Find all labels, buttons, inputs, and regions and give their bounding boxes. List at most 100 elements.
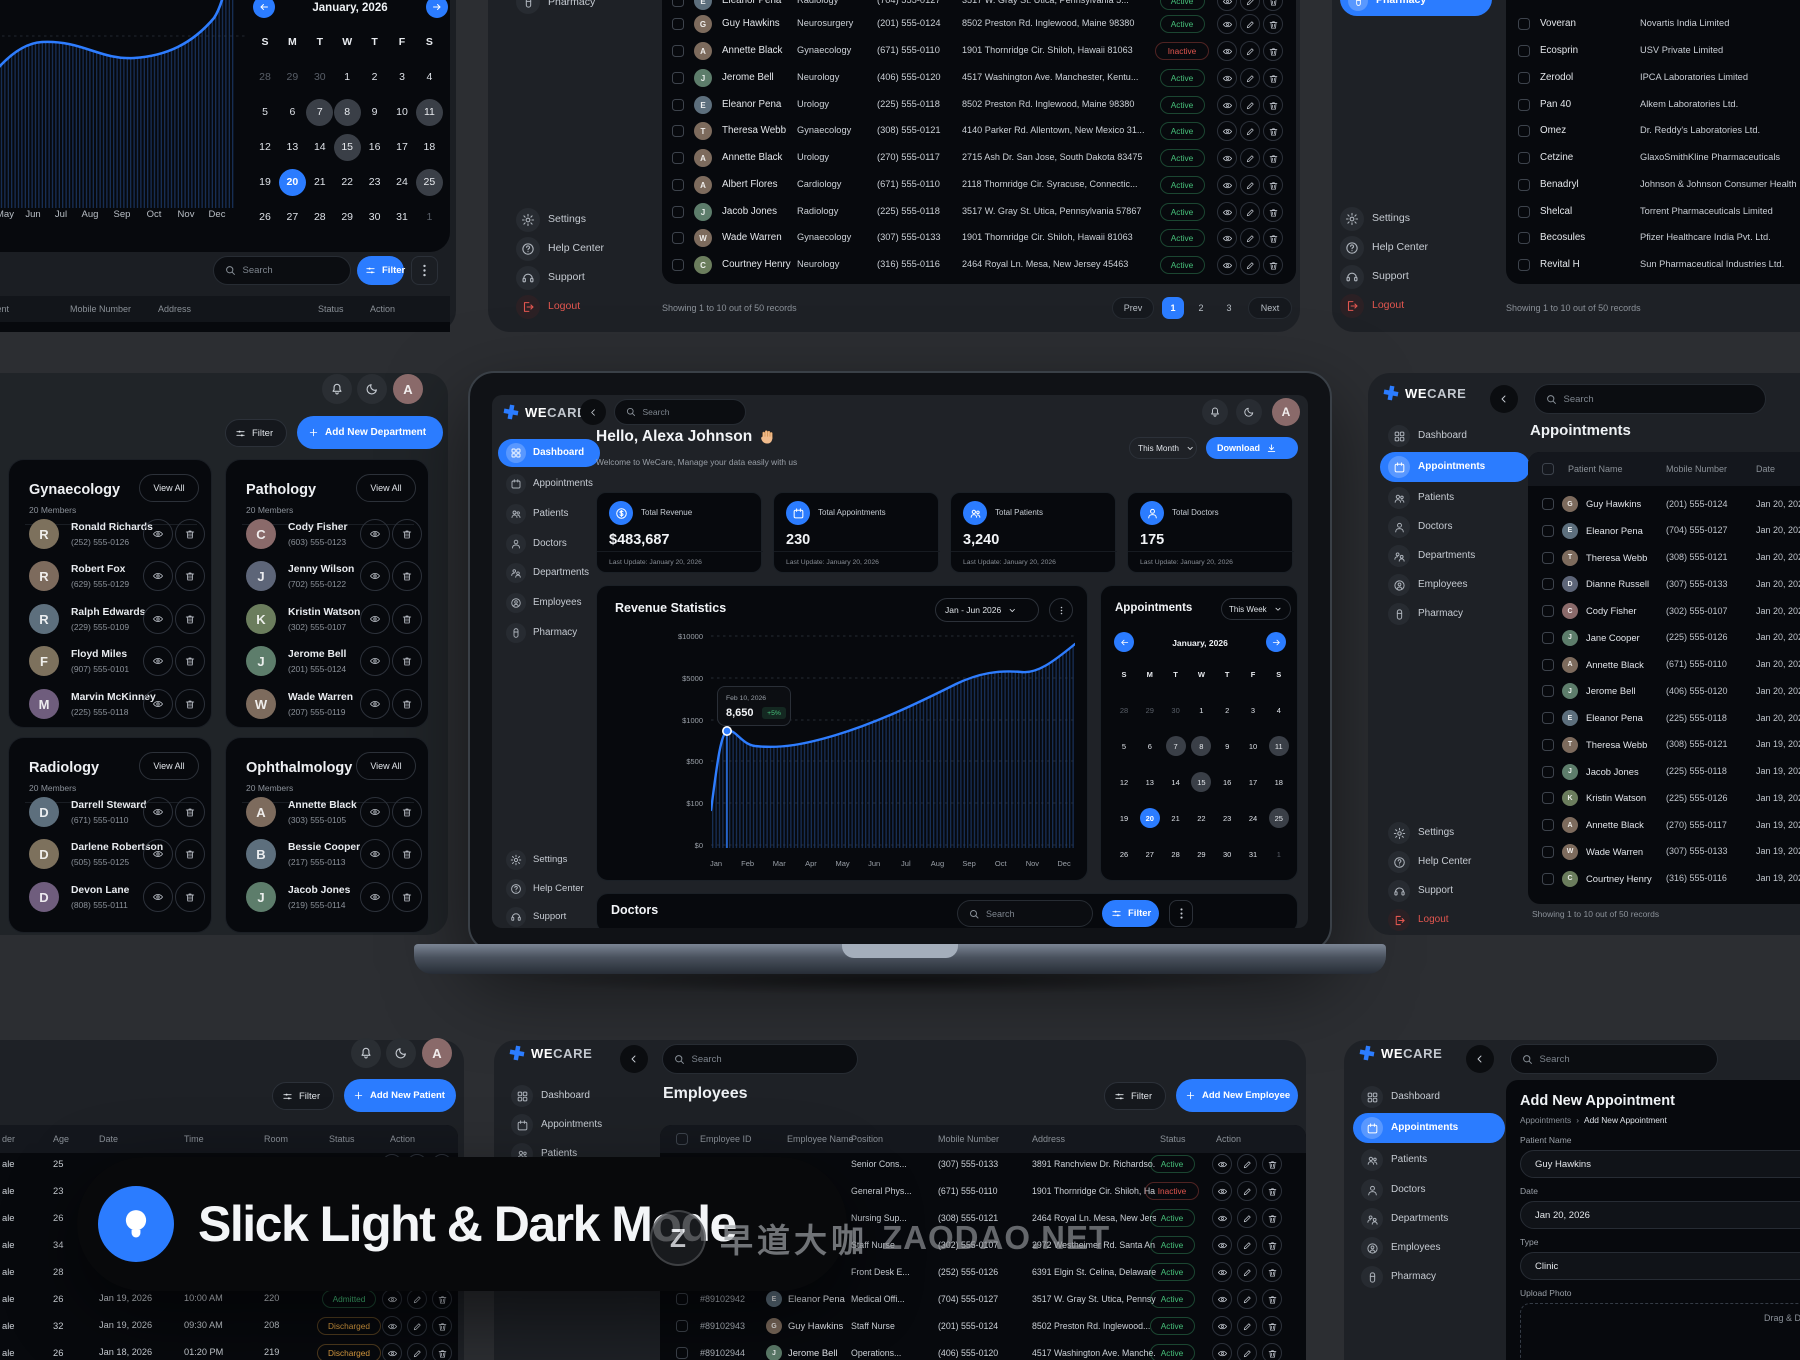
eye-action-button[interactable]: [1217, 202, 1237, 222]
calendar-day[interactable]: 2: [371, 71, 378, 83]
checkbox[interactable]: [1518, 232, 1530, 244]
sidebar-item-appointments[interactable]: Appointments: [1391, 1122, 1459, 1133]
checkbox[interactable]: [1518, 125, 1530, 137]
eye-action-button[interactable]: [1217, 175, 1237, 195]
trash-action-button[interactable]: [392, 604, 422, 634]
chevL-icon-button[interactable]: [580, 399, 606, 425]
trash-action-button[interactable]: [1263, 175, 1283, 195]
sidebar-item-dashboard[interactable]: Dashboard: [533, 447, 585, 458]
trash-action-button[interactable]: [1262, 1316, 1282, 1336]
eye-action-button[interactable]: [360, 561, 390, 591]
help-icon-button[interactable]: [1388, 851, 1410, 873]
input-type[interactable]: Clinic: [1520, 1252, 1800, 1280]
trash-action-button[interactable]: [432, 1316, 452, 1336]
trash-action-button[interactable]: [1263, 228, 1283, 248]
sidebar-item-doctors[interactable]: Doctors: [1391, 1184, 1426, 1195]
pencil-action-button[interactable]: [1240, 95, 1260, 115]
upload-dropzone[interactable]: [1520, 1303, 1800, 1360]
calendar-day[interactable]: 2: [1225, 705, 1230, 715]
trash-action-button[interactable]: [1263, 14, 1283, 34]
help-icon-button[interactable]: [506, 879, 526, 899]
calendar-day[interactable]: 3: [1250, 705, 1256, 715]
calendar-day[interactable]: 28: [1171, 849, 1180, 859]
eye-action-button[interactable]: [143, 646, 173, 676]
calendar-day[interactable]: 16: [1223, 777, 1232, 787]
calendar-day[interactable]: 11: [1268, 736, 1289, 756]
sidebar-item-departments[interactable]: Departments: [1391, 1213, 1449, 1224]
checkbox[interactable]: [1542, 845, 1554, 858]
eye-action-button[interactable]: [143, 689, 173, 719]
help-icon-button[interactable]: [516, 237, 540, 261]
download-button[interactable]: Download: [1206, 437, 1298, 459]
sidebar-item-support[interactable]: Support: [533, 911, 567, 922]
add-new-employee-button[interactable]: Add New Employee: [1176, 1079, 1298, 1112]
help-icon-button[interactable]: [1340, 236, 1364, 260]
eye-action-button[interactable]: [360, 646, 390, 676]
checkbox[interactable]: [676, 1320, 688, 1332]
checkbox[interactable]: [1518, 206, 1530, 218]
checkbox[interactable]: [1542, 498, 1554, 510]
pencil-action-button[interactable]: [1237, 1208, 1257, 1228]
calendar-day[interactable]: 10: [1248, 741, 1258, 751]
checkbox[interactable]: [1542, 819, 1554, 831]
pencil-action-button[interactable]: [407, 1316, 427, 1336]
date-range-select[interactable]: Jan - Jun 2026: [935, 598, 1039, 622]
calendar-day[interactable]: 14: [1171, 777, 1180, 787]
checkbox[interactable]: [1542, 872, 1554, 885]
eye-action-button[interactable]: [1217, 68, 1237, 88]
gear-icon-button[interactable]: [506, 850, 526, 870]
next-page-button[interactable]: Next: [1248, 297, 1292, 319]
calendar-day[interactable]: 14: [313, 141, 326, 153]
eye-action-button[interactable]: [143, 519, 173, 549]
page-button[interactable]: 3: [1226, 303, 1232, 313]
page-button[interactable]: 1: [1162, 297, 1184, 319]
eye-action-button[interactable]: [1212, 1181, 1232, 1201]
calendar-day[interactable]: 18: [1274, 777, 1283, 787]
chevL-icon-button[interactable]: [1490, 385, 1518, 413]
calendar-day[interactable]: 26: [259, 211, 271, 223]
trash-action-button[interactable]: [1262, 1235, 1282, 1255]
eye-action-button[interactable]: [143, 797, 173, 827]
trash-action-button[interactable]: [1262, 1262, 1282, 1282]
sidebar-item-support[interactable]: Support: [548, 271, 585, 283]
sidebar-item-help-center[interactable]: Help Center: [548, 242, 605, 254]
eye-action-button[interactable]: [143, 604, 173, 634]
trash-action-button[interactable]: [1263, 148, 1283, 168]
calendar-day[interactable]: 30: [1223, 849, 1232, 859]
checkbox[interactable]: [1542, 463, 1554, 475]
pencil-action-button[interactable]: [1240, 121, 1260, 141]
eye-action-button[interactable]: [360, 604, 390, 634]
trash-action-button[interactable]: [175, 646, 205, 676]
page-button[interactable]: 2: [1198, 303, 1204, 313]
calendar-day[interactable]: 12: [259, 141, 271, 153]
trash-action-button[interactable]: [175, 519, 205, 549]
trash-action-button[interactable]: [175, 561, 205, 591]
eye-action-button[interactable]: [143, 882, 173, 912]
checkbox[interactable]: [1518, 72, 1530, 84]
arrowR-icon-button[interactable]: [1266, 632, 1286, 652]
calendar-day[interactable]: 25: [415, 168, 443, 196]
calendar-day[interactable]: 8: [333, 98, 361, 126]
checkbox[interactable]: [1518, 45, 1530, 57]
filter-button[interactable]: Filter: [1104, 1082, 1166, 1110]
moon-icon-button[interactable]: [1236, 399, 1262, 425]
headset-icon-button[interactable]: [506, 907, 526, 927]
eye-action-button[interactable]: [1212, 1154, 1232, 1174]
checkbox[interactable]: [672, 72, 684, 84]
calendar-day[interactable]: 17: [1248, 777, 1258, 787]
bell-icon-button[interactable]: [351, 1038, 381, 1068]
checkbox[interactable]: [1542, 738, 1554, 751]
sidebar-item-dashboard[interactable]: Dashboard: [1391, 1091, 1440, 1102]
calendar-day[interactable]: 16: [368, 141, 381, 153]
calendar-day[interactable]: 9: [371, 106, 378, 118]
moon-icon-button[interactable]: [386, 1038, 416, 1068]
checkbox[interactable]: [1518, 152, 1530, 164]
pencil-action-button[interactable]: [1237, 1289, 1257, 1309]
trash-action-button[interactable]: [1262, 1154, 1282, 1174]
arrowL-icon-button[interactable]: [1114, 632, 1134, 652]
pencil-action-button[interactable]: [1240, 148, 1260, 168]
eye-action-button[interactable]: [1217, 95, 1237, 115]
pencil-action-button[interactable]: [1240, 255, 1260, 275]
sidebar-item-employees[interactable]: Employees: [533, 597, 582, 608]
eye-action-button[interactable]: [1217, 14, 1237, 34]
